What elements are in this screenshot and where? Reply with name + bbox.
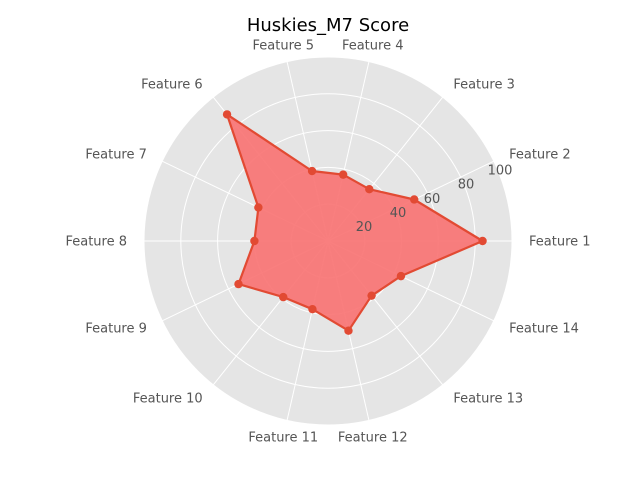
category-label: Feature 5 — [253, 39, 315, 54]
data-point-4 — [338, 170, 348, 179]
category-label: Feature 4 — [342, 39, 404, 54]
radial-tick-label: 60 — [424, 192, 441, 207]
category-label: Feature 1 — [529, 235, 591, 250]
category-label: Feature 11 — [248, 430, 318, 445]
radial-tick-label: 80 — [458, 178, 475, 193]
chart-title: Huskies_M7 Score — [247, 15, 409, 36]
data-point-1 — [478, 236, 487, 246]
data-point-7 — [254, 203, 263, 212]
category-label: Feature 13 — [453, 392, 523, 407]
data-point-6 — [222, 110, 232, 119]
data-point-12 — [344, 326, 353, 335]
data-point-2 — [410, 195, 419, 204]
category-label: Feature 3 — [453, 77, 515, 92]
category-label: Feature 12 — [338, 430, 408, 445]
radial-tick-labels: 20 40 60 80 100 — [356, 164, 513, 235]
data-point-14 — [396, 271, 406, 281]
category-label: Feature 6 — [141, 77, 203, 92]
radial-tick-label: 100 — [488, 164, 513, 179]
data-point-11 — [308, 304, 317, 314]
radial-tick-label: 40 — [390, 206, 407, 221]
data-point-10 — [279, 292, 288, 302]
data-point-5 — [307, 166, 317, 176]
data-point-8 — [250, 236, 259, 246]
data-point-13 — [367, 291, 376, 300]
data-point-9 — [234, 279, 243, 289]
radial-tick-label: 20 — [356, 220, 373, 235]
category-label: Feature 14 — [509, 322, 579, 337]
category-label: Feature 9 — [85, 322, 147, 337]
category-label: Feature 7 — [85, 147, 147, 162]
category-label: Feature 2 — [509, 147, 571, 162]
category-label: Feature 8 — [65, 235, 127, 250]
category-labels: Feature 1 Feature 2 Feature 3 Feature 4 Feat… — [65, 39, 590, 446]
category-label: Feature 10 — [133, 392, 203, 407]
data-point-3 — [365, 185, 374, 194]
series-layer — [222, 110, 487, 335]
